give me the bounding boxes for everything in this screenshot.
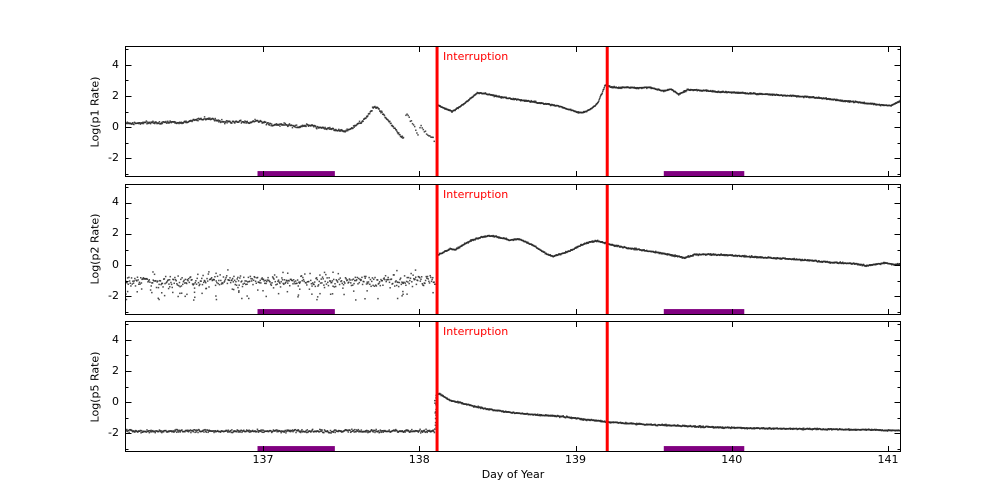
x-tick-label: 141 — [877, 453, 899, 466]
y-tick-label: 2 — [112, 226, 119, 240]
p1-plot-canvas — [125, 46, 901, 177]
y-axis-label-p2: Log(p2 Rate) — [88, 213, 102, 285]
y-tick-label: -2 — [108, 151, 119, 165]
x-tick-label: 137 — [252, 453, 274, 466]
p5-plot-canvas — [125, 321, 901, 452]
interruption-annotation-p2: Interruption — [443, 187, 509, 201]
interruption-annotation-p1: Interruption — [443, 50, 509, 63]
y-tick-label: -2 — [108, 288, 119, 302]
p2-plot-canvas — [125, 183, 901, 315]
y-tick-label: 4 — [112, 57, 119, 71]
y-tick-label: 2 — [112, 363, 119, 377]
x-axis-label: Day of Year — [481, 468, 545, 481]
x-tick-label: 138 — [408, 453, 430, 466]
y-tick-label: -2 — [108, 426, 119, 440]
y-tick-label: 0 — [112, 257, 119, 271]
y-tick-label: 0 — [112, 395, 119, 409]
panel-p1-rate: Log(p1 Rate) Interruption — [89, 46, 901, 177]
interruption-annotation-p5: Interruption — [443, 325, 509, 338]
y-tick-label: 0 — [112, 120, 119, 134]
y-tick-label: 4 — [112, 332, 119, 346]
panel-p2-rate: Log(p2 Rate) Interruption — [89, 183, 901, 315]
panel-p5-rate: Log(p5 Rate) Interruption — [89, 321, 901, 452]
y-tick-label: 2 — [112, 88, 119, 102]
y-axis-label-p1: Log(p1 Rate) — [88, 76, 102, 147]
y-tick-label: 4 — [112, 195, 119, 209]
y-axis-label-p5: Log(p5 Rate) — [88, 351, 102, 422]
x-tick-label: 139 — [565, 453, 586, 466]
x-tick-label: 140 — [721, 453, 743, 466]
